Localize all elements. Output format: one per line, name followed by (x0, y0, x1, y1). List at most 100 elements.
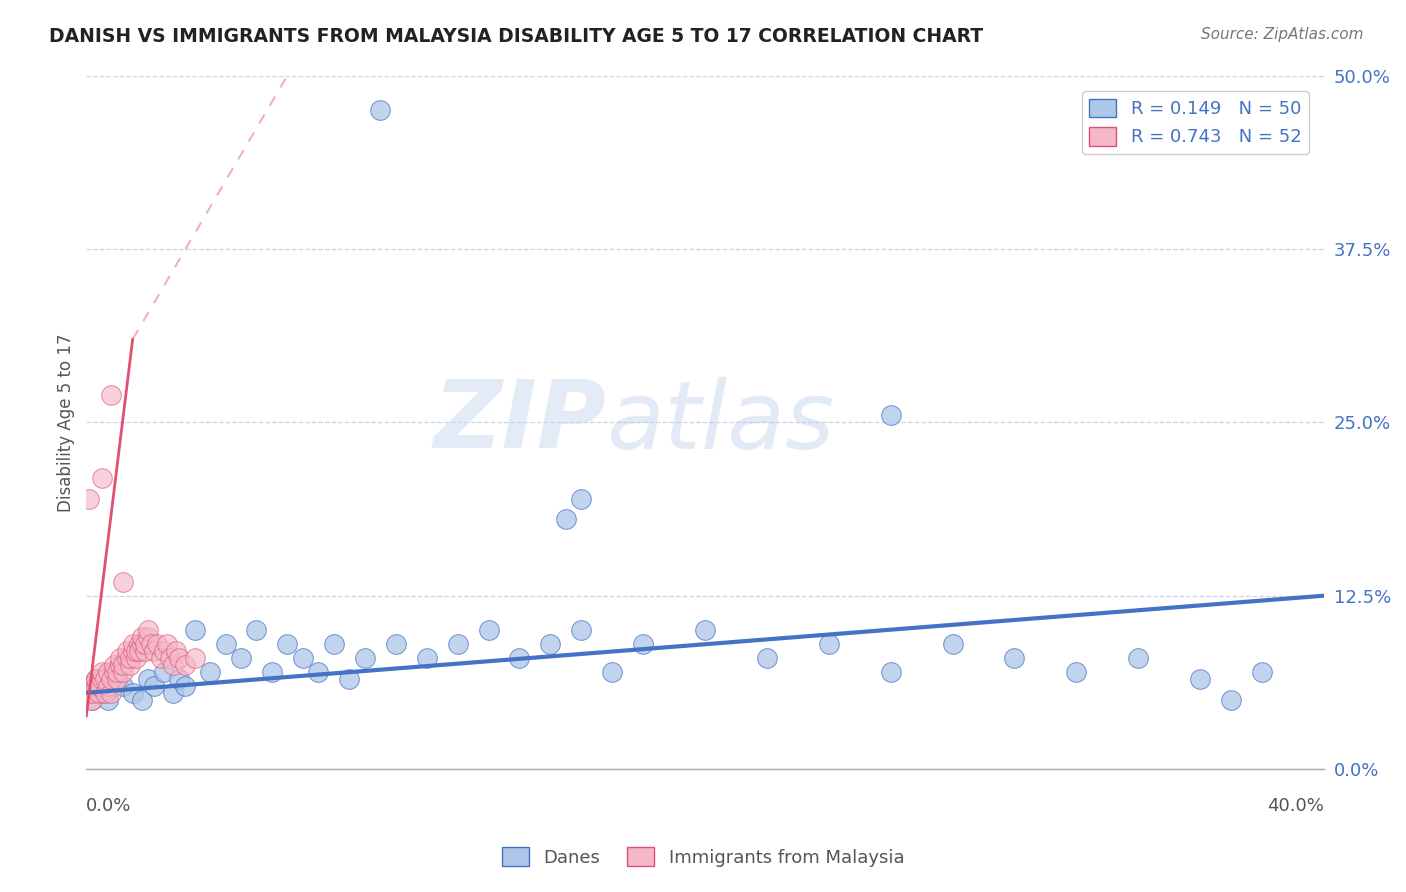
Point (1220, 692, 1243, 706)
Point (141, 637, 163, 651)
Point (84, 672, 107, 686)
Point (100, 665, 122, 679)
Point (368, 103, 391, 118)
Text: ZIP: ZIP (433, 376, 606, 468)
Point (167, 651, 190, 665)
Point (307, 665, 329, 679)
Point (110, 658, 132, 673)
Point (446, 637, 468, 651)
Point (79, 679, 101, 693)
Point (538, 637, 561, 651)
Point (82, 692, 104, 706)
Point (128, 637, 150, 651)
Point (229, 651, 252, 665)
Point (384, 637, 406, 651)
Point (100, 387, 122, 401)
Point (79, 686, 101, 700)
Point (1189, 672, 1212, 686)
Point (103, 658, 125, 673)
Point (112, 665, 135, 679)
Point (90, 471, 112, 485)
Point (880, 665, 903, 679)
Point (1066, 665, 1088, 679)
Point (146, 637, 169, 651)
Point (94, 672, 117, 686)
Point (121, 644, 143, 658)
Point (97, 692, 120, 706)
Point (165, 644, 187, 658)
Point (87, 679, 110, 693)
Point (322, 637, 344, 651)
Point (90, 665, 112, 679)
Text: atlas: atlas (606, 376, 834, 467)
Point (128, 644, 150, 658)
Point (156, 637, 179, 651)
Point (136, 672, 159, 686)
Point (84, 672, 107, 686)
Point (87, 686, 110, 700)
Point (477, 624, 499, 638)
Text: Source: ZipAtlas.com: Source: ZipAtlas.com (1201, 27, 1364, 42)
Point (415, 651, 437, 665)
Point (121, 686, 143, 700)
Point (118, 658, 141, 673)
Point (105, 665, 128, 679)
Point (94, 686, 117, 700)
Point (100, 686, 122, 700)
Point (183, 651, 205, 665)
Point (125, 644, 148, 658)
Legend: R = 0.149   N = 50, R = 0.743   N = 52: R = 0.149 N = 50, R = 0.743 N = 52 (1083, 92, 1309, 153)
Point (143, 679, 166, 693)
Point (112, 658, 135, 673)
Point (134, 637, 156, 651)
Point (115, 644, 138, 658)
Point (79, 491, 101, 506)
Point (353, 651, 375, 665)
Point (260, 665, 283, 679)
Point (112, 679, 135, 693)
Point (1128, 651, 1150, 665)
Text: DANISH VS IMMIGRANTS FROM MALAYSIA DISABILITY AGE 5 TO 17 CORRELATION CHART: DANISH VS IMMIGRANTS FROM MALAYSIA DISAB… (49, 27, 983, 45)
Text: 0.0%: 0.0% (86, 797, 132, 814)
Point (818, 637, 841, 651)
Point (105, 672, 128, 686)
Point (554, 512, 576, 526)
Point (276, 637, 298, 651)
Point (162, 658, 184, 673)
Point (174, 658, 197, 673)
Point (756, 651, 779, 665)
Point (110, 651, 132, 665)
Point (143, 644, 166, 658)
Point (152, 665, 174, 679)
Point (118, 651, 141, 665)
Point (84, 679, 107, 693)
Point (942, 637, 965, 651)
Point (569, 491, 592, 506)
Point (159, 651, 181, 665)
Legend: Danes, Immigrants from Malaysia: Danes, Immigrants from Malaysia (495, 840, 911, 874)
Point (90, 672, 112, 686)
Point (214, 637, 236, 651)
Point (600, 665, 623, 679)
Point (1251, 665, 1274, 679)
Point (112, 574, 135, 589)
Point (337, 672, 360, 686)
Point (79, 679, 101, 693)
Point (880, 409, 903, 423)
Point (125, 651, 148, 665)
Point (167, 672, 190, 686)
Point (103, 679, 125, 693)
Point (97, 679, 120, 693)
Point (174, 679, 197, 693)
Point (94, 686, 117, 700)
Point (136, 624, 159, 638)
Point (103, 665, 125, 679)
Point (693, 624, 716, 638)
Point (136, 630, 159, 644)
Point (1004, 651, 1026, 665)
Point (149, 651, 172, 665)
Point (245, 624, 267, 638)
Point (97, 665, 120, 679)
Y-axis label: Disability Age 5 to 17: Disability Age 5 to 17 (58, 333, 75, 511)
Point (569, 624, 592, 638)
